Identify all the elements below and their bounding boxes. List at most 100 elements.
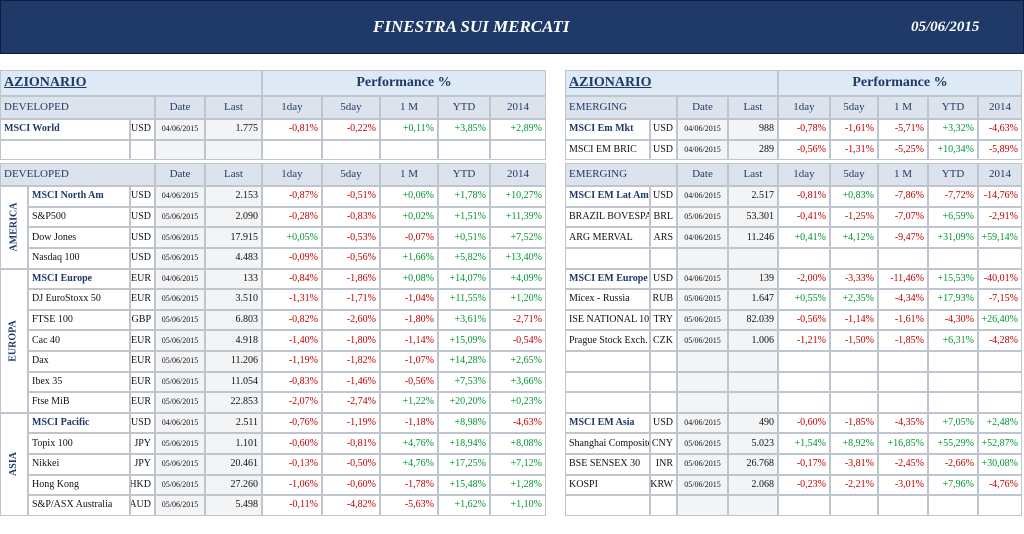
currency: ARS	[650, 227, 677, 248]
change-1day: -0,60%	[778, 412, 830, 434]
last: 3.510	[205, 289, 262, 310]
change-1m: +16,85%	[878, 433, 928, 454]
change-ytd: +31,09%	[928, 227, 978, 248]
row-name: Shanghai Composite	[565, 433, 650, 454]
change-ytd: +20,20%	[438, 392, 490, 413]
currency: EUR	[130, 330, 155, 351]
change-2014: -4,63%	[490, 412, 546, 434]
change-2014: +3,66%	[490, 371, 546, 393]
page-title: FINESTRA SUI MERCATI	[373, 17, 570, 36]
currency: CZK	[650, 330, 677, 351]
change-1day: -0,28%	[262, 206, 322, 228]
change-ytd: +10,34%	[928, 139, 978, 161]
column-header: 2014	[490, 96, 546, 119]
change-1day: -1,31%	[262, 289, 322, 310]
row-name: Nasdaq 100	[28, 248, 130, 269]
column-header: YTD	[928, 163, 978, 187]
date: 05/06/2015	[677, 433, 728, 454]
change-1m: -1,14%	[380, 330, 438, 351]
last: 5.498	[205, 495, 262, 516]
row-name: BSE SENSEX 30	[565, 454, 650, 475]
empty-cell	[650, 392, 677, 413]
change-ytd: -7,72%	[928, 186, 978, 207]
change-1day: -0,82%	[262, 309, 322, 331]
row-name: Topix 100	[28, 433, 130, 454]
row-name: ISE NATIONAL 10	[565, 309, 650, 331]
row-name: Ibex 35	[28, 371, 130, 393]
currency: HKD	[130, 474, 155, 496]
empty-cell	[878, 351, 928, 372]
currency: CNY	[650, 433, 677, 454]
change-1m: -7,07%	[878, 206, 928, 228]
empty-cell	[677, 392, 728, 413]
empty-cell	[565, 248, 650, 269]
empty-cell	[830, 248, 878, 269]
last: 2.511	[205, 412, 262, 434]
change-ytd: +0,51%	[438, 227, 490, 248]
date: 05/06/2015	[155, 454, 205, 475]
change-1day: -0,60%	[262, 433, 322, 454]
row-name: MSCI Europe	[28, 268, 130, 290]
row-name: MSCI EM Lat Am	[565, 186, 650, 207]
last: 1.647	[728, 289, 778, 310]
row-name: MSCI World	[0, 119, 130, 140]
date: 05/06/2015	[677, 454, 728, 475]
row-name: Prague Stock Exch.	[565, 330, 650, 351]
row-name: MSCI EM Europe	[565, 268, 650, 290]
last: 27.260	[205, 474, 262, 496]
row-name: Ftse MiB	[28, 392, 130, 413]
last: 490	[728, 412, 778, 434]
change-ytd: +7,05%	[928, 412, 978, 434]
column-header: 2014	[978, 163, 1022, 187]
change-1day: -0,81%	[262, 119, 322, 140]
empty-cell	[650, 351, 677, 372]
empty-cell	[205, 139, 262, 161]
change-2014: +1,20%	[490, 289, 546, 310]
column-header: YTD	[438, 163, 490, 187]
empty-cell	[565, 371, 650, 393]
currency: GBP	[130, 309, 155, 331]
last: 11.246	[728, 227, 778, 248]
currency: EUR	[130, 289, 155, 310]
change-1m: -5,25%	[878, 139, 928, 161]
column-header: YTD	[928, 96, 978, 119]
column-header: 5day	[830, 163, 878, 187]
change-1day: -1,40%	[262, 330, 322, 351]
last: 6.803	[205, 309, 262, 331]
empty-cell	[830, 371, 878, 393]
change-1day: +1,54%	[778, 433, 830, 454]
column-header: Last	[205, 96, 262, 119]
change-1m: -1,78%	[380, 474, 438, 496]
empty-cell	[677, 371, 728, 393]
change-2014: -5,89%	[978, 139, 1022, 161]
change-1m: +0,02%	[380, 206, 438, 228]
last: 26.768	[728, 454, 778, 475]
empty-cell	[728, 351, 778, 372]
currency: AUD	[130, 495, 155, 516]
currency: USD	[130, 186, 155, 207]
empty-cell	[978, 351, 1022, 372]
change-1day: -0,17%	[778, 454, 830, 475]
change-ytd: +11,55%	[438, 289, 490, 310]
change-1day: +0,41%	[778, 227, 830, 248]
change-5day: -1,71%	[322, 289, 380, 310]
change-5day: -1,14%	[830, 309, 878, 331]
change-2014: +2,65%	[490, 351, 546, 372]
empty-cell	[677, 495, 728, 516]
currency: EUR	[130, 371, 155, 393]
row-name: BRAZIL BOVESPA	[565, 206, 650, 228]
group-label: ASIA	[0, 412, 28, 516]
change-2014: -4,76%	[978, 474, 1022, 496]
group-label-text: ASIA	[8, 452, 19, 477]
change-5day: +8,92%	[830, 433, 878, 454]
change-1m: +0,11%	[380, 119, 438, 140]
change-5day: -4,82%	[322, 495, 380, 516]
empty-cell	[728, 495, 778, 516]
date: 04/06/2015	[677, 139, 728, 161]
empty-cell	[565, 351, 650, 372]
column-header: Last	[728, 163, 778, 187]
change-2014: +26,40%	[978, 309, 1022, 331]
section-title: AZIONARIO	[0, 70, 262, 96]
change-5day: +2,35%	[830, 289, 878, 310]
